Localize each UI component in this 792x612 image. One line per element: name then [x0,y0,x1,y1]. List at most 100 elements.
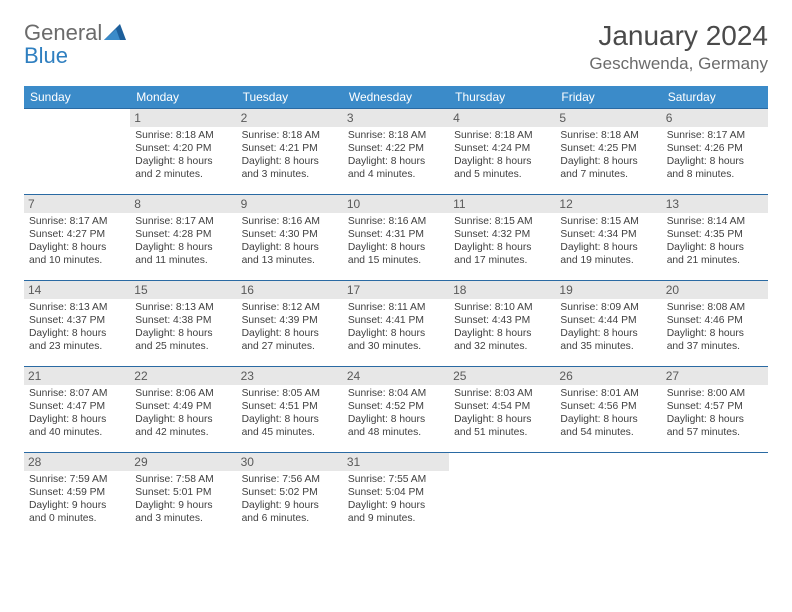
info-line: Sunset: 4:20 PM [135,143,231,156]
info-line: Sunrise: 8:18 AM [348,130,444,143]
info-line: Sunset: 4:38 PM [135,315,231,328]
info-line: and 45 minutes. [242,427,338,440]
info-line: Sunset: 5:04 PM [348,487,444,500]
day-number: 12 [555,195,661,213]
info-line: and 19 minutes. [560,255,656,268]
day-number: 10 [343,195,449,213]
info-line: Daylight: 8 hours [348,242,444,255]
calendar-cell-empty [662,453,768,539]
day-info: Sunrise: 8:05 AMSunset: 4:51 PMDaylight:… [242,388,338,439]
day-number: 15 [130,281,236,299]
calendar-cell: 26Sunrise: 8:01 AMSunset: 4:56 PMDayligh… [555,367,661,453]
day-number: 20 [662,281,768,299]
day-header: Saturday [662,86,768,109]
info-line: and 4 minutes. [348,169,444,182]
calendar-cell: 21Sunrise: 8:07 AMSunset: 4:47 PMDayligh… [24,367,130,453]
info-line: Daylight: 8 hours [667,328,763,341]
day-number: 26 [555,367,661,385]
info-line: and 11 minutes. [135,255,231,268]
day-info: Sunrise: 8:17 AMSunset: 4:28 PMDaylight:… [135,216,231,267]
info-line: Sunrise: 8:18 AM [135,130,231,143]
info-line: Daylight: 8 hours [29,328,125,341]
calendar-cell: 9Sunrise: 8:16 AMSunset: 4:30 PMDaylight… [237,195,343,281]
calendar-cell: 19Sunrise: 8:09 AMSunset: 4:44 PMDayligh… [555,281,661,367]
header: General January 2024 Geschwenda, Germany [24,20,768,74]
info-line: Sunset: 4:30 PM [242,229,338,242]
calendar-cell: 3Sunrise: 8:18 AMSunset: 4:22 PMDaylight… [343,109,449,195]
info-line: and 30 minutes. [348,341,444,354]
info-line: Sunrise: 8:13 AM [135,302,231,315]
day-info: Sunrise: 8:03 AMSunset: 4:54 PMDaylight:… [454,388,550,439]
day-info: Sunrise: 8:07 AMSunset: 4:47 PMDaylight:… [29,388,125,439]
title-block: January 2024 Geschwenda, Germany [589,20,768,74]
info-line: Daylight: 8 hours [242,414,338,427]
info-line: Sunrise: 8:08 AM [667,302,763,315]
day-header: Wednesday [343,86,449,109]
calendar-cell-empty [555,453,661,539]
info-line: and 10 minutes. [29,255,125,268]
day-info: Sunrise: 8:04 AMSunset: 4:52 PMDaylight:… [348,388,444,439]
info-line: Daylight: 8 hours [135,414,231,427]
info-line: Sunrise: 8:17 AM [667,130,763,143]
info-line: Daylight: 8 hours [454,242,550,255]
info-line: Daylight: 8 hours [135,328,231,341]
day-info: Sunrise: 8:18 AMSunset: 4:20 PMDaylight:… [135,130,231,181]
info-line: Daylight: 9 hours [135,500,231,513]
day-info: Sunrise: 8:18 AMSunset: 4:22 PMDaylight:… [348,130,444,181]
info-line: Sunset: 4:56 PM [560,401,656,414]
info-line: Sunrise: 8:16 AM [242,216,338,229]
info-line: and 3 minutes. [135,513,231,526]
info-line: Sunset: 4:59 PM [29,487,125,500]
day-number: 30 [237,453,343,471]
calendar-row: 7Sunrise: 8:17 AMSunset: 4:27 PMDaylight… [24,195,768,281]
calendar-cell: 24Sunrise: 8:04 AMSunset: 4:52 PMDayligh… [343,367,449,453]
info-line: Sunrise: 8:12 AM [242,302,338,315]
info-line: Daylight: 8 hours [667,156,763,169]
day-info: Sunrise: 8:13 AMSunset: 4:37 PMDaylight:… [29,302,125,353]
info-line: Daylight: 8 hours [667,414,763,427]
info-line: Sunrise: 8:06 AM [135,388,231,401]
info-line: Sunrise: 8:14 AM [667,216,763,229]
day-number: 31 [343,453,449,471]
info-line: Sunset: 4:24 PM [454,143,550,156]
info-line: Daylight: 8 hours [348,328,444,341]
info-line: Sunrise: 7:59 AM [29,474,125,487]
info-line: Sunset: 4:31 PM [348,229,444,242]
info-line: Sunset: 4:41 PM [348,315,444,328]
info-line: and 23 minutes. [29,341,125,354]
day-info: Sunrise: 8:11 AMSunset: 4:41 PMDaylight:… [348,302,444,353]
info-line: Sunrise: 8:11 AM [348,302,444,315]
info-line: Sunrise: 8:10 AM [454,302,550,315]
day-info: Sunrise: 8:09 AMSunset: 4:44 PMDaylight:… [560,302,656,353]
info-line: and 48 minutes. [348,427,444,440]
info-line: Sunrise: 8:07 AM [29,388,125,401]
day-header: Thursday [449,86,555,109]
info-line: Sunset: 5:01 PM [135,487,231,500]
info-line: Sunrise: 8:09 AM [560,302,656,315]
day-number: 28 [24,453,130,471]
calendar-cell: 25Sunrise: 8:03 AMSunset: 4:54 PMDayligh… [449,367,555,453]
day-number: 18 [449,281,555,299]
day-header-row: Sunday Monday Tuesday Wednesday Thursday… [24,86,768,109]
info-line: Sunset: 4:54 PM [454,401,550,414]
day-info: Sunrise: 8:00 AMSunset: 4:57 PMDaylight:… [667,388,763,439]
calendar-body: 1Sunrise: 8:18 AMSunset: 4:20 PMDaylight… [24,109,768,539]
info-line: Sunrise: 8:18 AM [560,130,656,143]
calendar-cell: 13Sunrise: 8:14 AMSunset: 4:35 PMDayligh… [662,195,768,281]
info-line: Daylight: 8 hours [560,156,656,169]
month-title: January 2024 [589,20,768,52]
info-line: Daylight: 8 hours [454,414,550,427]
calendar-cell: 12Sunrise: 8:15 AMSunset: 4:34 PMDayligh… [555,195,661,281]
day-header: Sunday [24,86,130,109]
info-line: and 0 minutes. [29,513,125,526]
info-line: Sunset: 4:34 PM [560,229,656,242]
day-info: Sunrise: 8:17 AMSunset: 4:27 PMDaylight:… [29,216,125,267]
info-line: and 51 minutes. [454,427,550,440]
day-info: Sunrise: 8:12 AMSunset: 4:39 PMDaylight:… [242,302,338,353]
info-line: Sunset: 4:43 PM [454,315,550,328]
calendar-cell: 8Sunrise: 8:17 AMSunset: 4:28 PMDaylight… [130,195,236,281]
logo-triangle-icon [104,22,126,45]
info-line: Sunrise: 8:05 AM [242,388,338,401]
info-line: Daylight: 9 hours [348,500,444,513]
info-line: Sunset: 5:02 PM [242,487,338,500]
